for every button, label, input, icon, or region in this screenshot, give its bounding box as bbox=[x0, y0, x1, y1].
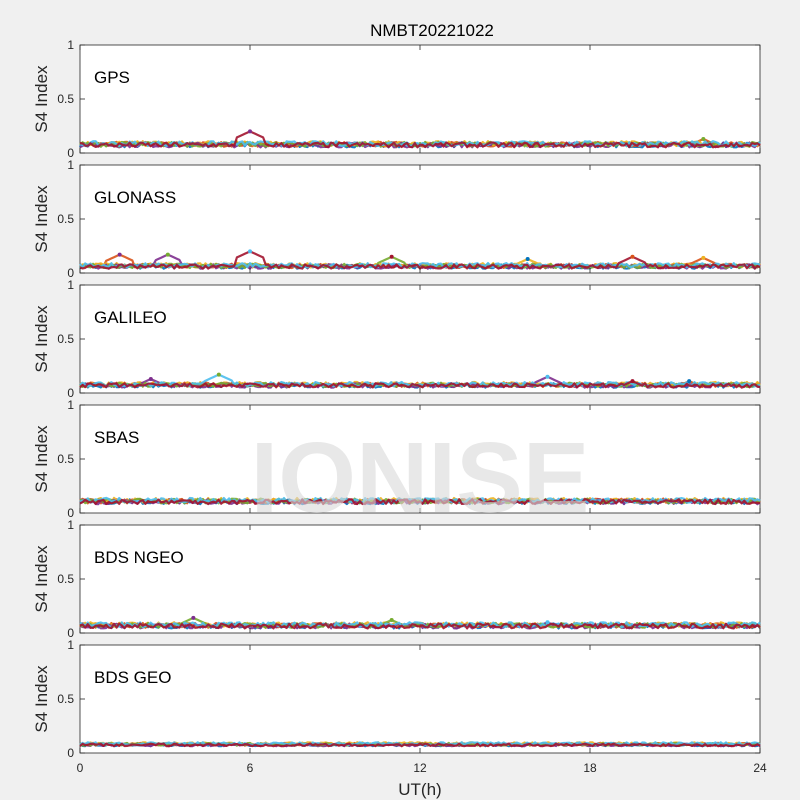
y-tick-label: 0 bbox=[67, 746, 74, 760]
y-tick-label: 0.5 bbox=[57, 332, 74, 346]
spike-point bbox=[545, 620, 550, 625]
spike-point bbox=[248, 129, 252, 134]
spike-point bbox=[525, 256, 530, 261]
panel-0: 0 0.5 1 S4 Index GPS bbox=[32, 38, 761, 160]
panel-2: 0 0.5 1 S4 Index GALILEO bbox=[32, 278, 761, 400]
spike-point bbox=[389, 618, 394, 623]
y-tick-label: 0.5 bbox=[57, 212, 74, 226]
panels: 0 0.5 1 S4 Index GPS 0 0.5 1 S4 Index GLONASS 0 0.5… bbox=[32, 38, 767, 775]
x-tick-label: 6 bbox=[247, 761, 254, 775]
y-tick-label: 0.5 bbox=[57, 692, 74, 706]
y-tick-label: 0.5 bbox=[57, 92, 74, 106]
panel-label: GLONASS bbox=[94, 188, 176, 207]
panel-axes-box bbox=[79, 44, 761, 154]
panel-label: SBAS bbox=[94, 428, 139, 447]
spike-point bbox=[701, 255, 706, 260]
y-axis-label: S4 Index bbox=[32, 665, 51, 733]
panel-5: 0 0.5 1 S4 Index BDS GEO bbox=[32, 638, 761, 760]
y-tick-label: 0 bbox=[67, 266, 74, 280]
y-tick-label: 1 bbox=[67, 38, 74, 52]
panel-4: 0 0.5 1 S4 Index BDS NGEO bbox=[32, 518, 761, 640]
spike-point bbox=[117, 252, 122, 257]
panel-axes-box bbox=[79, 164, 761, 274]
watermark-text: IONISE bbox=[251, 422, 590, 534]
y-axis-label: S4 Index bbox=[32, 545, 51, 613]
series-trace-5 bbox=[79, 496, 761, 504]
spike-point bbox=[701, 136, 706, 141]
panel-1: 0 0.5 1 S4 Index GLONASS bbox=[32, 158, 761, 280]
x-axis-label: UT(h) bbox=[398, 780, 441, 799]
panel-label: GPS bbox=[94, 68, 130, 87]
y-tick-label: 0.5 bbox=[57, 452, 74, 466]
panel-label: GALILEO bbox=[94, 308, 167, 327]
x-tick-label: 12 bbox=[413, 761, 427, 775]
y-tick-label: 0 bbox=[67, 146, 74, 160]
panel-axes-box bbox=[79, 404, 761, 514]
y-tick-label: 1 bbox=[67, 158, 74, 172]
spike-point bbox=[687, 379, 692, 384]
spike-point bbox=[216, 372, 221, 377]
panel-label: BDS NGEO bbox=[94, 548, 184, 567]
y-tick-label: 0 bbox=[67, 506, 74, 520]
series-trace-6 bbox=[79, 742, 761, 748]
y-tick-label: 1 bbox=[67, 638, 74, 652]
y-axis-label: S4 Index bbox=[32, 425, 51, 493]
panel-axes-box bbox=[79, 644, 761, 754]
x-tick-label: 18 bbox=[583, 761, 597, 775]
spike-point bbox=[389, 254, 394, 259]
spike-point bbox=[165, 252, 170, 257]
spike-point bbox=[630, 379, 635, 384]
y-tick-label: 1 bbox=[67, 278, 74, 292]
y-axis-label: S4 Index bbox=[32, 305, 51, 373]
x-tick-label: 24 bbox=[753, 761, 767, 775]
x-tick-label: 0 bbox=[77, 761, 84, 775]
panel-axes-box bbox=[79, 284, 761, 394]
y-tick-label: 1 bbox=[67, 398, 74, 412]
spike-point bbox=[545, 374, 550, 379]
y-axis-label: S4 Index bbox=[32, 65, 51, 133]
panel-axes-box bbox=[79, 524, 761, 634]
spike-point bbox=[630, 254, 635, 259]
spike-point bbox=[248, 249, 252, 254]
spike-point bbox=[191, 615, 196, 620]
y-tick-label: 0 bbox=[67, 626, 74, 640]
chart-title: NMBT20221022 bbox=[370, 21, 494, 40]
y-axis-label: S4 Index bbox=[32, 185, 51, 253]
y-tick-label: 0 bbox=[67, 386, 74, 400]
panel-3: 0 0.5 1 S4 Index SBAS bbox=[32, 398, 761, 520]
series-trace-6 bbox=[79, 498, 761, 506]
spike-point bbox=[148, 376, 153, 381]
series-trace-6 bbox=[80, 130, 761, 149]
y-tick-label: 0.5 bbox=[57, 572, 74, 586]
series-trace-6 bbox=[79, 622, 761, 630]
y-tick-label: 1 bbox=[67, 518, 74, 532]
panel-label: BDS GEO bbox=[94, 668, 171, 687]
series-trace-6 bbox=[79, 380, 761, 389]
